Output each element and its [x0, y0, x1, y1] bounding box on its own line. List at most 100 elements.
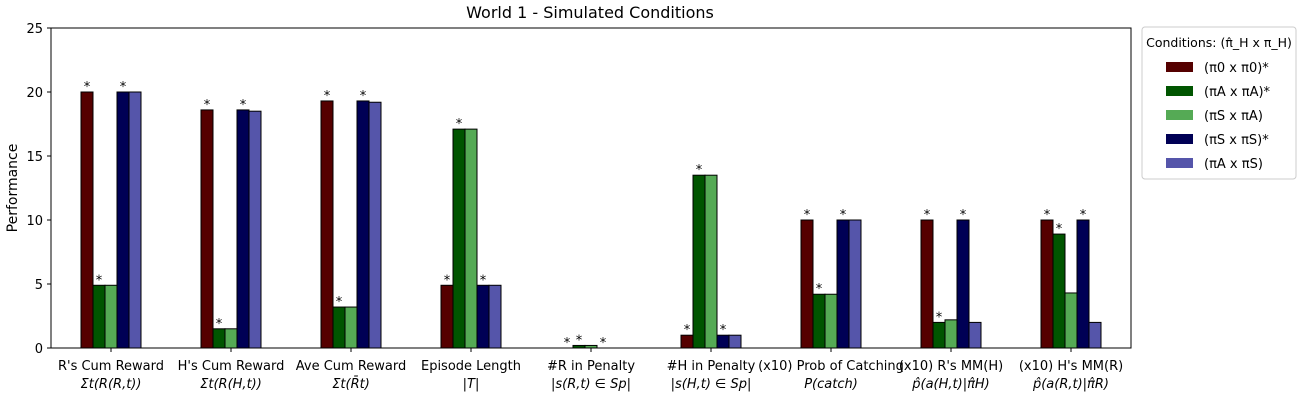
legend: Conditions: (π̂_H x π_H) (π0 x π0)* (πA x … [1141, 26, 1297, 180]
legend-title: Conditions: (π̂_H x π_H) [1146, 35, 1292, 50]
significance-star: * [444, 273, 451, 288]
bar [80, 91, 94, 349]
x-tick-label: #H in Penalty [667, 359, 756, 374]
chart-title: World 1 - Simulated Conditions [466, 3, 714, 22]
bar [200, 109, 214, 349]
significance-star: * [324, 89, 331, 104]
y-tick-label: 0 [35, 342, 43, 357]
legend-swatch [1166, 110, 1193, 120]
bar [1064, 292, 1078, 349]
x-tick-formula: |s(R,t) ∈ Sp| [551, 377, 631, 392]
bar [920, 219, 934, 349]
bar [824, 293, 838, 349]
significance-star: * [1044, 208, 1051, 223]
significance-star: * [240, 98, 247, 113]
bar [968, 321, 982, 349]
significance-star: * [924, 208, 931, 223]
x-tick-label: R's Cum Reward [58, 359, 164, 374]
x-tick-label: (x10) H's MM(R) [1019, 359, 1123, 374]
bars-layer [80, 91, 1102, 349]
bar [932, 321, 946, 349]
significance-star: * [684, 323, 691, 338]
y-tick-label: 25 [26, 22, 43, 37]
legend-entry: (πA x πA)* [1204, 85, 1271, 100]
significance-star: * [696, 163, 703, 178]
bar [344, 306, 358, 349]
bar [692, 174, 706, 349]
bar [1052, 233, 1066, 349]
axes: 0 5 10 15 20 25 R's Cum Reward Σt(R(R,t)) H's Cu… [26, 22, 1132, 392]
bar [356, 100, 370, 349]
bar [848, 219, 862, 349]
x-tick-formula: Σt(R(R,t)) [81, 377, 142, 392]
x-tick-label: H's Cum Reward [178, 359, 285, 374]
legend-entry: (πS x πS)* [1204, 133, 1269, 148]
bar [320, 100, 334, 349]
bar [464, 128, 478, 349]
y-axis-label: Performance [5, 144, 21, 233]
bar [128, 91, 142, 349]
x-tick-formula: Σt(R̄t) [332, 377, 370, 392]
bar [488, 284, 502, 349]
x-tick-formula: |s(H,t) ∈ Sp| [671, 377, 752, 392]
significance-star: * [960, 208, 967, 223]
bar [104, 284, 118, 349]
bar [812, 293, 826, 349]
legend-entry: (πA x πS) [1204, 157, 1263, 172]
legend-swatch [1166, 62, 1193, 72]
x-tick-label: (x10) R's MM(H) [899, 359, 1003, 374]
legend-entry: (πS x πA) [1204, 109, 1263, 124]
x-tick-formula: p̂(a(H,t)|π̂H) [911, 377, 990, 392]
x-tick-formula: Σt(R(H,t)) [200, 377, 262, 392]
bar [368, 101, 382, 349]
bar [452, 128, 466, 349]
bar [728, 334, 742, 349]
bar [440, 284, 454, 349]
bar [1076, 219, 1090, 349]
significance-star: * [336, 295, 343, 310]
x-tick-formula: p̂(a(R,t)|π̂R) [1032, 377, 1109, 392]
bar [704, 174, 718, 349]
legend-entry: (π0 x π0)* [1204, 61, 1269, 76]
significance-star: * [480, 273, 487, 288]
significance-star: * [564, 336, 571, 351]
legend-swatch [1166, 158, 1193, 168]
bar [224, 328, 238, 349]
y-tick-label: 10 [26, 214, 43, 229]
y-tick-label: 20 [26, 86, 43, 101]
significance-star: * [576, 333, 583, 348]
x-tick-label: (x10) Prob of Catching [758, 359, 904, 374]
significance-star: * [204, 98, 211, 113]
significance-star: * [1080, 208, 1087, 223]
y-tick-label: 5 [35, 278, 43, 293]
significance-star: * [600, 336, 607, 351]
significance-star: * [1056, 222, 1063, 237]
x-tick-formula: P(catch) [804, 377, 858, 392]
significance-star: * [84, 80, 91, 95]
bar [1040, 219, 1054, 349]
bar [236, 109, 250, 349]
bar [116, 91, 130, 349]
x-tick-label: #R in Penalty [547, 359, 635, 374]
significance-star: * [816, 282, 823, 297]
bar [956, 219, 970, 349]
bar [476, 284, 490, 349]
significance-markers: * * * * * * * * * * * * * * * * * * * * * * * * * * * [84, 80, 1087, 351]
significance-star: * [360, 89, 367, 104]
bar [248, 110, 262, 349]
significance-star: * [936, 310, 943, 325]
significance-star: * [216, 317, 223, 332]
x-tick-label: Episode Length [421, 359, 521, 374]
significance-star: * [456, 117, 463, 132]
x-tick-formula: |T| [463, 377, 480, 392]
bar [944, 319, 958, 349]
legend-swatch [1166, 86, 1193, 96]
significance-star: * [804, 208, 811, 223]
bar [1088, 321, 1102, 349]
bar [800, 219, 814, 349]
y-tick-label: 15 [26, 150, 43, 165]
significance-star: * [96, 273, 103, 288]
bar [332, 306, 346, 349]
